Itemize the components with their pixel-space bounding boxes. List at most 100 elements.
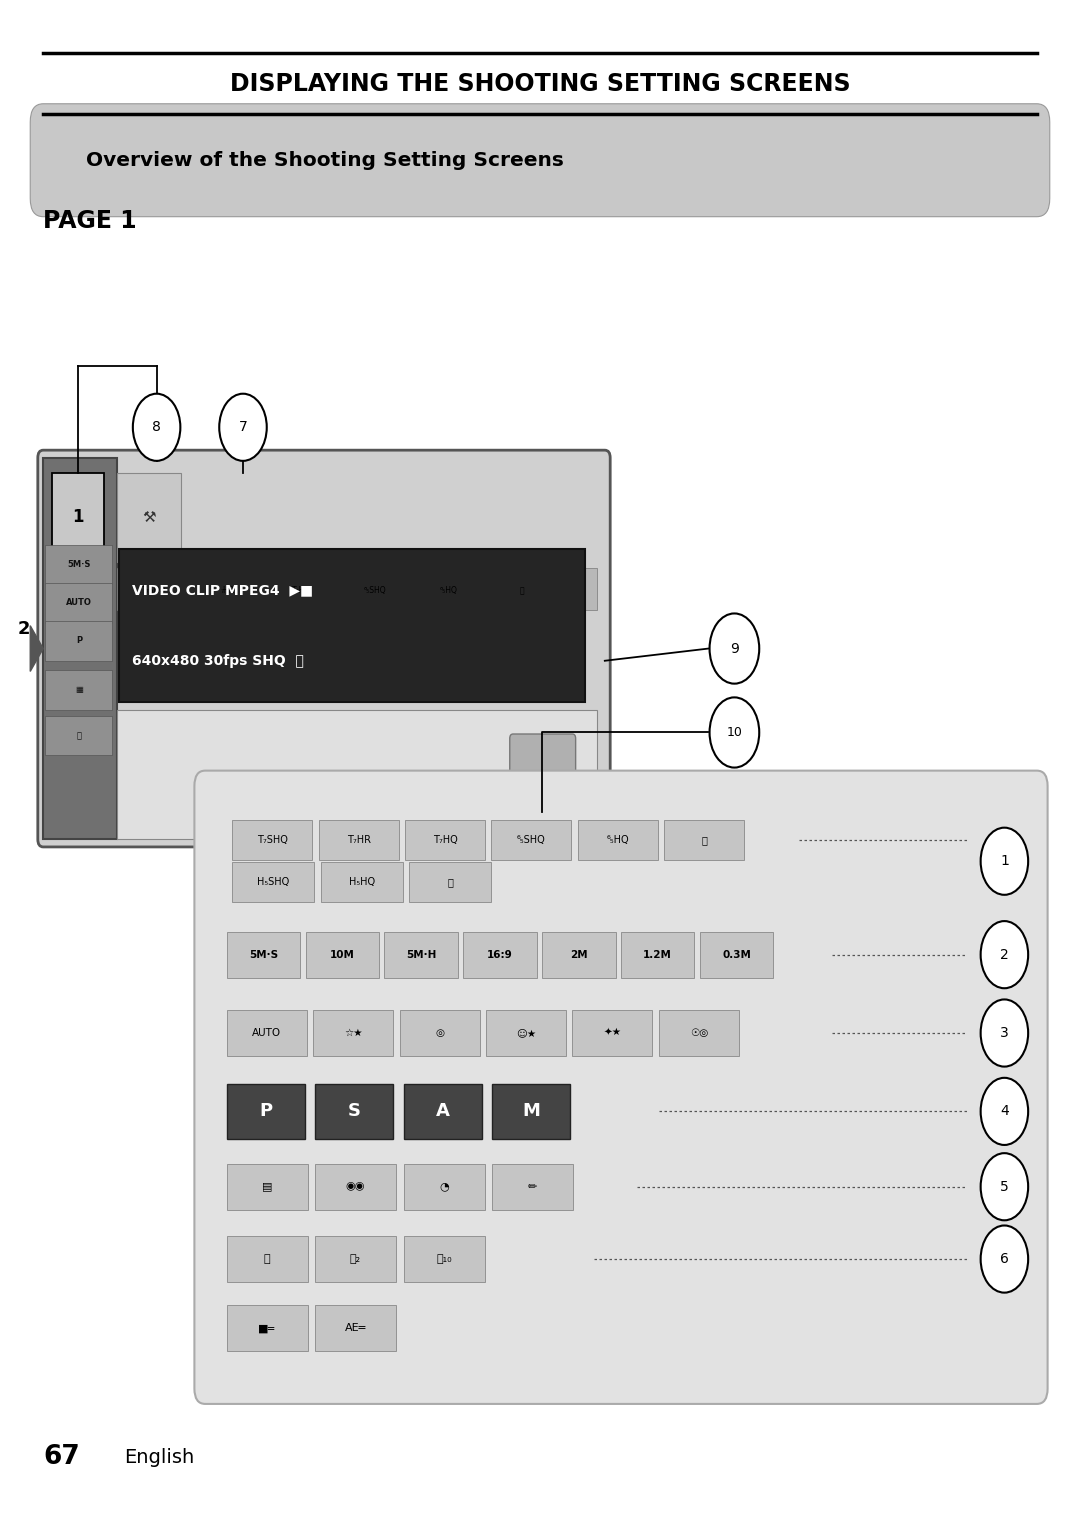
Text: ▤: ▤ — [261, 1181, 272, 1192]
Bar — [227, 1236, 308, 1282]
Circle shape — [981, 1077, 1028, 1144]
Bar — [659, 1010, 739, 1056]
Text: 5M·H: 5M·H — [406, 949, 436, 960]
Text: 4: 4 — [1000, 1105, 1009, 1119]
Text: VIDEO CLIP MPEG4  ▶■: VIDEO CLIP MPEG4 ▶■ — [132, 583, 313, 598]
Text: 10M: 10M — [329, 949, 355, 960]
Text: T₇HQ: T₇HQ — [292, 586, 311, 595]
Bar — [492, 1083, 570, 1138]
Text: AUTO: AUTO — [66, 598, 92, 607]
Text: ⁶₅SHQ: ⁶₅SHQ — [364, 586, 386, 595]
Bar — [341, 571, 408, 609]
Circle shape — [981, 1154, 1028, 1221]
Text: ⚒: ⚒ — [143, 510, 156, 525]
Circle shape — [981, 827, 1028, 894]
Text: ⁶₅HQ: ⁶₅HQ — [607, 835, 629, 845]
Text: 640x480 30fps SHQ  📷: 640x480 30fps SHQ 📷 — [132, 653, 303, 668]
Text: 5: 5 — [1000, 1180, 1009, 1193]
Bar — [315, 1236, 396, 1282]
Bar — [227, 1305, 308, 1352]
Text: Overview of the Shooting Setting Screens: Overview of the Shooting Setting Screens — [86, 151, 564, 169]
Bar — [315, 1083, 393, 1138]
Text: ▦: ▦ — [75, 685, 83, 694]
Bar — [409, 862, 491, 902]
Text: 3: 3 — [1000, 1025, 1009, 1041]
Text: 16:9: 16:9 — [487, 949, 513, 960]
Bar — [578, 821, 658, 861]
Bar — [315, 1164, 396, 1210]
Text: H₅HQ: H₅HQ — [349, 877, 375, 887]
Text: P: P — [259, 1102, 272, 1120]
Bar — [542, 932, 616, 978]
Text: PAGE 1: PAGE 1 — [43, 209, 137, 233]
Bar — [45, 670, 112, 710]
Bar — [315, 1305, 396, 1352]
Bar — [404, 1236, 485, 1282]
Circle shape — [219, 394, 267, 461]
Circle shape — [981, 922, 1028, 989]
FancyBboxPatch shape — [38, 450, 610, 847]
Bar — [384, 932, 458, 978]
Text: ◎: ◎ — [435, 1029, 444, 1038]
Text: English: English — [124, 1448, 194, 1466]
Bar — [488, 571, 555, 609]
Text: M: M — [523, 1102, 540, 1120]
Bar — [117, 473, 181, 562]
Bar — [321, 862, 403, 902]
Text: ⌛: ⌛ — [77, 731, 81, 740]
Bar — [52, 473, 104, 562]
Circle shape — [710, 697, 759, 768]
Bar — [404, 1083, 482, 1138]
Text: T₇HR: T₇HR — [347, 835, 370, 845]
Text: 9: 9 — [730, 641, 739, 656]
Bar — [227, 1010, 307, 1056]
Text: ☺★: ☺★ — [516, 1029, 536, 1038]
Text: P: P — [76, 636, 82, 645]
Bar — [268, 571, 335, 609]
Text: 🎤: 🎤 — [447, 877, 454, 887]
Bar — [227, 932, 300, 978]
Text: AUTO: AUTO — [253, 1029, 281, 1038]
Bar — [313, 1010, 393, 1056]
Bar — [45, 545, 112, 584]
Text: ₇HR: ₇HR — [220, 586, 235, 595]
Text: 2: 2 — [1000, 948, 1009, 961]
FancyBboxPatch shape — [194, 771, 1048, 1404]
Text: T₇HQ: T₇HQ — [433, 835, 457, 845]
Polygon shape — [30, 626, 43, 671]
Bar — [700, 932, 773, 978]
Bar — [194, 571, 261, 609]
Text: 5M·S: 5M·S — [249, 949, 278, 960]
Text: ⁶₅SHQ: ⁶₅SHQ — [517, 835, 545, 845]
FancyBboxPatch shape — [30, 104, 1050, 217]
Bar — [491, 821, 571, 861]
Bar — [486, 1010, 566, 1056]
Text: A: A — [436, 1102, 449, 1120]
Text: ⌛₁₀: ⌛₁₀ — [436, 1254, 451, 1264]
Bar — [572, 1010, 652, 1056]
Bar — [45, 583, 112, 623]
Text: H₅SHQ: H₅SHQ — [257, 877, 289, 887]
Text: AE═: AE═ — [345, 1323, 366, 1334]
Bar — [227, 1083, 305, 1138]
Bar — [664, 821, 744, 861]
Bar — [404, 1164, 485, 1210]
Text: ✏: ✏ — [528, 1181, 537, 1192]
Text: 67: 67 — [43, 1444, 80, 1471]
Bar — [121, 571, 188, 609]
Text: 🎤: 🎤 — [519, 586, 524, 595]
Text: 10: 10 — [727, 726, 742, 739]
Bar — [232, 821, 312, 861]
Bar — [43, 458, 117, 839]
Text: 1: 1 — [72, 508, 83, 526]
Bar — [45, 621, 112, 661]
Bar — [119, 549, 585, 702]
Text: ☆★: ☆★ — [343, 1029, 363, 1038]
Bar — [227, 1164, 308, 1210]
Text: 2: 2 — [17, 621, 30, 638]
Text: 2M: 2M — [570, 949, 588, 960]
Text: 6: 6 — [1000, 1251, 1009, 1267]
Text: ✦★: ✦★ — [604, 1029, 621, 1038]
Text: ⁶₅HQ: ⁶₅HQ — [440, 586, 457, 595]
Circle shape — [710, 613, 759, 684]
